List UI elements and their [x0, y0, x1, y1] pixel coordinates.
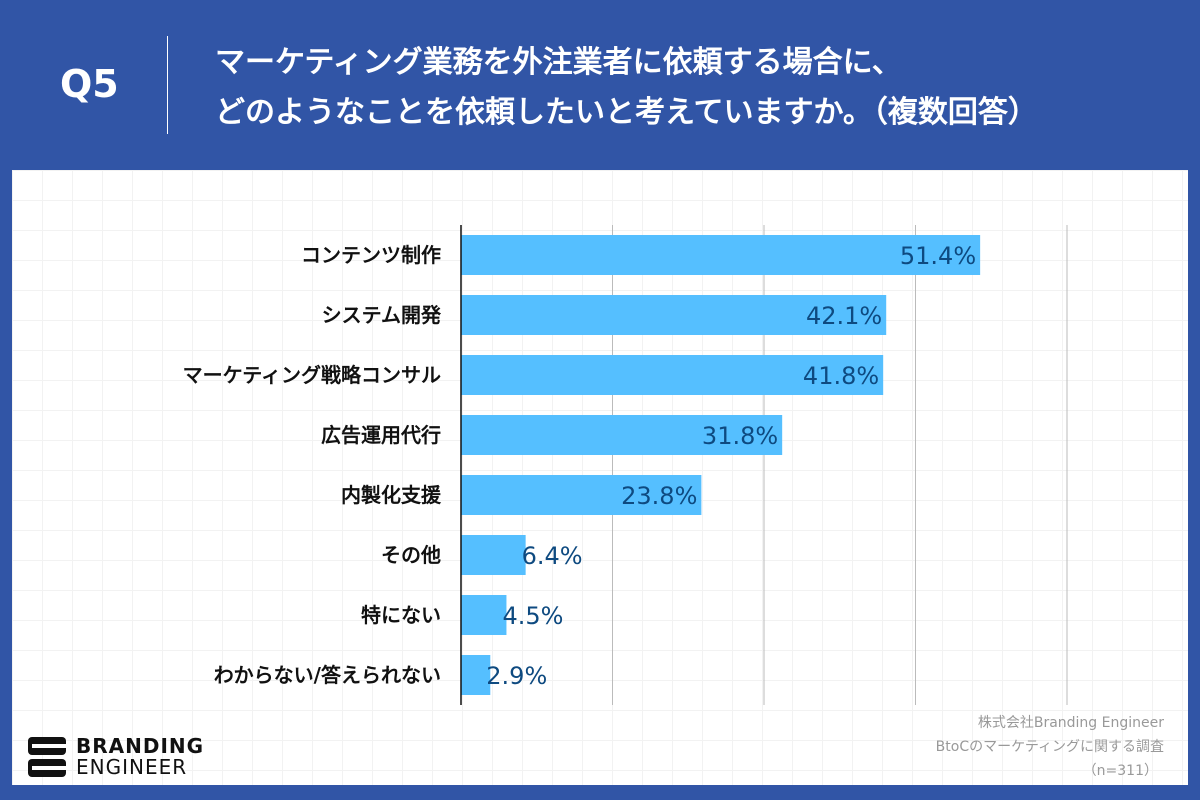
- bar: [461, 415, 783, 455]
- bar: [461, 595, 507, 635]
- logo: BRANDING ENGINEER: [28, 736, 204, 778]
- sample-size: （n=311）: [1082, 763, 1158, 779]
- question-title: マーケティング業務を外注業者に依頼する場合に、どのようなことを依頼したいと考えて…: [215, 38, 1038, 138]
- title-line-2: どのようなことを依頼したいと考えていますか。（複数回答）: [215, 95, 1038, 130]
- bar: [461, 655, 491, 695]
- category-label: マーケティング戦略コンサル: [183, 363, 441, 387]
- category-label: 内製化支援: [341, 483, 442, 507]
- data-label: 41.8%: [803, 362, 879, 390]
- data-label: 2.9%: [486, 662, 547, 690]
- title-line-1: マーケティング業務を外注業者に依頼する場合に、: [215, 45, 902, 80]
- category-label: その他: [381, 543, 441, 567]
- divider: [167, 36, 168, 134]
- data-label: 6.4%: [522, 542, 583, 570]
- question-number: Q5: [60, 62, 119, 106]
- category-label: システム開発: [322, 303, 442, 327]
- data-label: 31.8%: [702, 422, 778, 450]
- category-label: わからない/答えられない: [214, 663, 441, 687]
- bar: [461, 235, 981, 275]
- source-company: 株式会社Branding Engineer: [977, 715, 1164, 731]
- data-label: 23.8%: [621, 482, 697, 510]
- category-label: コンテンツ制作: [301, 243, 441, 267]
- source-survey: BtoCのマーケティングに関する調査: [935, 739, 1164, 755]
- data-label: 51.4%: [900, 242, 976, 270]
- category-label: 広告運用代行: [321, 423, 441, 447]
- logo-line-2: ENGINEER: [76, 755, 188, 779]
- logo-mark-icon: [28, 737, 66, 777]
- data-label: 42.1%: [806, 302, 882, 330]
- bar: [461, 475, 702, 515]
- bar: [461, 295, 887, 335]
- bar: [461, 535, 526, 575]
- data-label: 4.5%: [502, 602, 563, 630]
- bar: [461, 355, 884, 395]
- logo-line-1: BRANDING: [76, 734, 205, 758]
- category-label: 特にない: [361, 603, 441, 627]
